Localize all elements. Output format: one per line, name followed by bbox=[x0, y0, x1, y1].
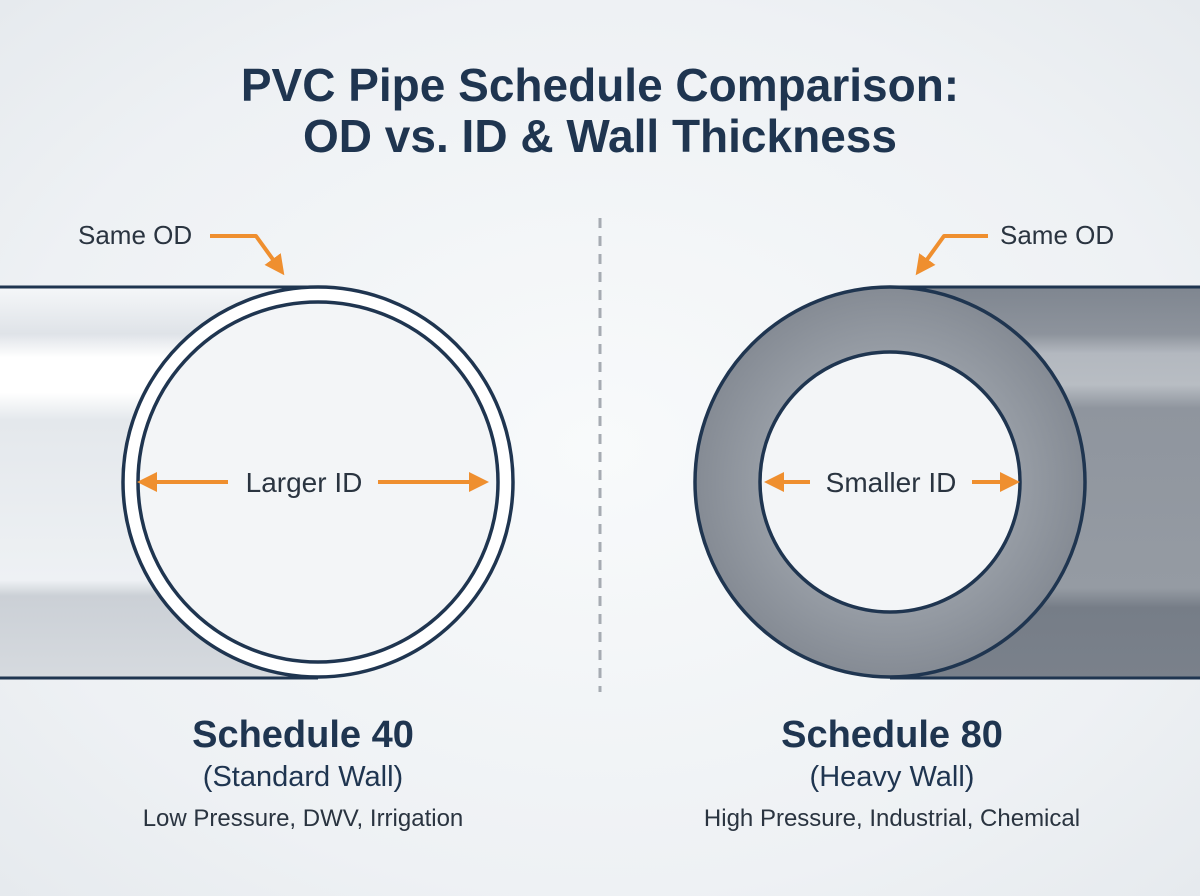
schedule-80-pipe bbox=[693, 285, 1200, 680]
schedule-40-od-callout: Same OD bbox=[78, 220, 285, 276]
schedule-80-id-dimension: Smaller ID bbox=[764, 467, 1020, 498]
schedule-80-callout-arrow bbox=[915, 234, 988, 276]
schedule-40-id-dimension: Larger ID bbox=[137, 467, 489, 498]
schedule-40-id-label: Larger ID bbox=[246, 467, 363, 498]
schedule-40-name: Schedule 40 bbox=[192, 714, 414, 756]
schedule-80-od-callout: Same OD bbox=[915, 220, 1114, 276]
title-line-1: PVC Pipe Schedule Comparison: bbox=[241, 59, 959, 111]
schedule-80-name: Schedule 80 bbox=[781, 714, 1003, 756]
schedule-80-wall-type: (Heavy Wall) bbox=[810, 761, 975, 793]
schedule-40-caption: Schedule 40 (Standard Wall) Low Pressure… bbox=[143, 714, 464, 832]
schedule-40-wall-type: (Standard Wall) bbox=[203, 761, 403, 793]
schedule-40-applications: Low Pressure, DWV, Irrigation bbox=[143, 805, 464, 832]
schedule-40-callout-arrow bbox=[210, 234, 285, 276]
title-line-2: OD vs. ID & Wall Thickness bbox=[303, 110, 897, 162]
schedule-80-callout-label: Same OD bbox=[1000, 220, 1114, 250]
schedule-80-id-label: Smaller ID bbox=[826, 467, 957, 498]
schedule-80-inner-bore bbox=[758, 350, 1022, 614]
schedule-80-caption: Schedule 80 (Heavy Wall) High Pressure, … bbox=[704, 714, 1080, 832]
schedule-40-callout-label: Same OD bbox=[78, 220, 192, 250]
schedule-80-applications: High Pressure, Industrial, Chemical bbox=[704, 805, 1080, 832]
